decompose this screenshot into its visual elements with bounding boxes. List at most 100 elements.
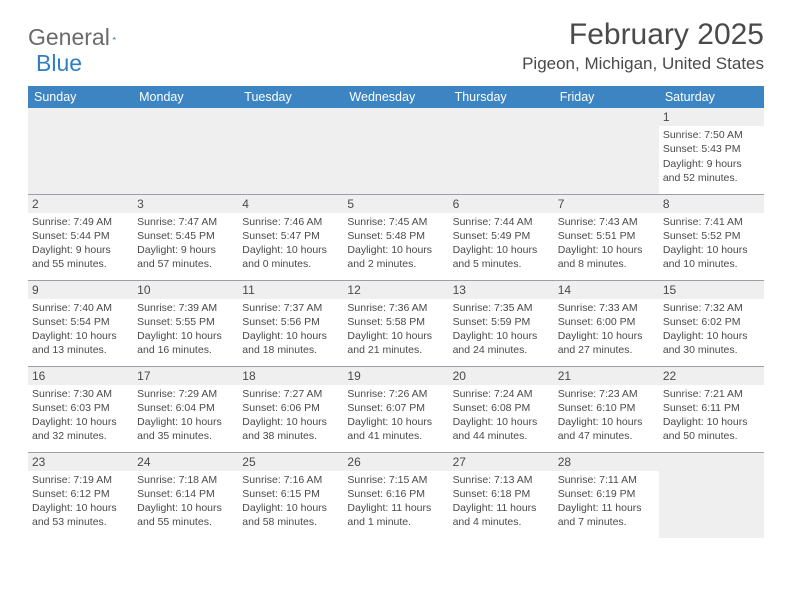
- sunset-text: Sunset: 5:51 PM: [558, 229, 653, 243]
- calendar-cell: [343, 108, 448, 194]
- dow-monday: Monday: [133, 86, 238, 108]
- sunset-text: Sunset: 5:45 PM: [137, 229, 232, 243]
- calendar-cell: 17Sunrise: 7:29 AMSunset: 6:04 PMDayligh…: [133, 366, 238, 452]
- calendar-cell: 19Sunrise: 7:26 AMSunset: 6:07 PMDayligh…: [343, 366, 448, 452]
- sunset-text: Sunset: 5:44 PM: [32, 229, 127, 243]
- day-number: 18: [238, 367, 343, 385]
- daylight-text: Daylight: 10 hours and 5 minutes.: [453, 243, 548, 271]
- day-number: 8: [659, 195, 764, 213]
- sunset-text: Sunset: 6:04 PM: [137, 401, 232, 415]
- sunset-text: Sunset: 6:16 PM: [347, 487, 442, 501]
- sunset-text: Sunset: 6:14 PM: [137, 487, 232, 501]
- sunrise-text: Sunrise: 7:33 AM: [558, 301, 653, 315]
- sunset-text: Sunset: 6:03 PM: [32, 401, 127, 415]
- calendar-cell: [449, 108, 554, 194]
- daylight-text: Daylight: 10 hours and 50 minutes.: [663, 415, 758, 443]
- calendar-cell: 16Sunrise: 7:30 AMSunset: 6:03 PMDayligh…: [28, 366, 133, 452]
- sunset-text: Sunset: 6:08 PM: [453, 401, 548, 415]
- calendar-cell: 23Sunrise: 7:19 AMSunset: 6:12 PMDayligh…: [28, 452, 133, 538]
- day-number: 4: [238, 195, 343, 213]
- sunset-text: Sunset: 5:56 PM: [242, 315, 337, 329]
- sunrise-text: Sunrise: 7:40 AM: [32, 301, 127, 315]
- dow-friday: Friday: [554, 86, 659, 108]
- sunset-text: Sunset: 5:48 PM: [347, 229, 442, 243]
- daylight-text: Daylight: 9 hours and 52 minutes.: [663, 157, 758, 185]
- daylight-text: Daylight: 10 hours and 58 minutes.: [242, 501, 337, 529]
- calendar-cell: 13Sunrise: 7:35 AMSunset: 5:59 PMDayligh…: [449, 280, 554, 366]
- day-number: 12: [343, 281, 448, 299]
- daylight-text: Daylight: 10 hours and 27 minutes.: [558, 329, 653, 357]
- calendar-cell: 15Sunrise: 7:32 AMSunset: 6:02 PMDayligh…: [659, 280, 764, 366]
- daylight-text: Daylight: 11 hours and 4 minutes.: [453, 501, 548, 529]
- day-number: 10: [133, 281, 238, 299]
- calendar-row: 9Sunrise: 7:40 AMSunset: 5:54 PMDaylight…: [28, 280, 764, 366]
- day-number: 28: [554, 453, 659, 471]
- day-of-week-row: Sunday Monday Tuesday Wednesday Thursday…: [28, 86, 764, 108]
- page-title: February 2025: [522, 18, 764, 52]
- day-number: 17: [133, 367, 238, 385]
- sunrise-text: Sunrise: 7:23 AM: [558, 387, 653, 401]
- dow-thursday: Thursday: [449, 86, 554, 108]
- calendar-cell: 28Sunrise: 7:11 AMSunset: 6:19 PMDayligh…: [554, 452, 659, 538]
- sunrise-text: Sunrise: 7:41 AM: [663, 215, 758, 229]
- sunset-text: Sunset: 6:19 PM: [558, 487, 653, 501]
- dow-wednesday: Wednesday: [343, 86, 448, 108]
- sail-icon: [112, 29, 116, 47]
- day-number: 20: [449, 367, 554, 385]
- daylight-text: Daylight: 10 hours and 8 minutes.: [558, 243, 653, 271]
- calendar-cell: 12Sunrise: 7:36 AMSunset: 5:58 PMDayligh…: [343, 280, 448, 366]
- sunrise-text: Sunrise: 7:46 AM: [242, 215, 337, 229]
- daylight-text: Daylight: 10 hours and 13 minutes.: [32, 329, 127, 357]
- header: General February 2025 Pigeon, Michigan, …: [28, 18, 764, 74]
- day-number: 11: [238, 281, 343, 299]
- daylight-text: Daylight: 11 hours and 7 minutes.: [558, 501, 653, 529]
- sunrise-text: Sunrise: 7:13 AM: [453, 473, 548, 487]
- sunset-text: Sunset: 5:59 PM: [453, 315, 548, 329]
- calendar-cell: [659, 452, 764, 538]
- dow-sunday: Sunday: [28, 86, 133, 108]
- sunrise-text: Sunrise: 7:19 AM: [32, 473, 127, 487]
- calendar-row: 1Sunrise: 7:50 AMSunset: 5:43 PMDaylight…: [28, 108, 764, 194]
- sunset-text: Sunset: 6:18 PM: [453, 487, 548, 501]
- sunrise-text: Sunrise: 7:44 AM: [453, 215, 548, 229]
- day-number: 1: [659, 108, 764, 126]
- calendar-cell: 24Sunrise: 7:18 AMSunset: 6:14 PMDayligh…: [133, 452, 238, 538]
- daylight-text: Daylight: 10 hours and 55 minutes.: [137, 501, 232, 529]
- sunrise-text: Sunrise: 7:32 AM: [663, 301, 758, 315]
- day-number: 26: [343, 453, 448, 471]
- brand-general: General: [28, 24, 110, 51]
- sunrise-text: Sunrise: 7:29 AM: [137, 387, 232, 401]
- calendar-cell: 27 Sunrise: 7:13 AMSunset: 6:18 PMDayligh…: [449, 452, 554, 538]
- sunrise-text: Sunrise: 7:37 AM: [242, 301, 337, 315]
- day-number: 25: [238, 453, 343, 471]
- day-number: 27: [449, 453, 554, 471]
- daylight-text: Daylight: 9 hours and 57 minutes.: [137, 243, 232, 271]
- calendar-cell: 8Sunrise: 7:41 AMSunset: 5:52 PMDaylight…: [659, 194, 764, 280]
- sunrise-text: Sunrise: 7:18 AM: [137, 473, 232, 487]
- calendar-cell: 6Sunrise: 7:44 AMSunset: 5:49 PMDaylight…: [449, 194, 554, 280]
- calendar-cell: 10Sunrise: 7:39 AMSunset: 5:55 PMDayligh…: [133, 280, 238, 366]
- calendar-cell: 2 Sunrise: 7:49 AMSunset: 5:44 PMDaylight…: [28, 194, 133, 280]
- sunrise-text: Sunrise: 7:15 AM: [347, 473, 442, 487]
- sunrise-text: Sunrise: 7:49 AM: [32, 215, 127, 229]
- sunrise-text: Sunrise: 7:47 AM: [137, 215, 232, 229]
- sunrise-text: Sunrise: 7:45 AM: [347, 215, 442, 229]
- calendar-row: 2Sunrise: 7:49 AMSunset: 5:44 PMDaylight…: [28, 194, 764, 280]
- daylight-text: Daylight: 9 hours and 55 minutes.: [32, 243, 127, 271]
- daylight-text: Daylight: 10 hours and 44 minutes.: [453, 415, 548, 443]
- day-number: 14: [554, 281, 659, 299]
- day-number: 2: [28, 195, 133, 213]
- calendar-row: 16Sunrise: 7:30 AMSunset: 6:03 PMDayligh…: [28, 366, 764, 452]
- calendar-cell: 11Sunrise: 7:37 AMSunset: 5:56 PMDayligh…: [238, 280, 343, 366]
- calendar-cell: 22Sunrise: 7:21 AMSunset: 6:11 PMDayligh…: [659, 366, 764, 452]
- sunrise-text: Sunrise: 7:24 AM: [453, 387, 548, 401]
- sunset-text: Sunset: 6:11 PM: [663, 401, 758, 415]
- sunset-text: Sunset: 6:06 PM: [242, 401, 337, 415]
- calendar-cell: 20 Sunrise: 7:24 AMSunset: 6:08 PMDayligh…: [449, 366, 554, 452]
- sunset-text: Sunset: 5:49 PM: [453, 229, 548, 243]
- daylight-text: Daylight: 10 hours and 10 minutes.: [663, 243, 758, 271]
- calendar-cell: 26Sunrise: 7:15 AMSunset: 6:16 PMDayligh…: [343, 452, 448, 538]
- sunset-text: Sunset: 6:02 PM: [663, 315, 758, 329]
- calendar-cell: 4Sunrise: 7:46 AMSunset: 5:47 PMDaylight…: [238, 194, 343, 280]
- daylight-text: Daylight: 10 hours and 32 minutes.: [32, 415, 127, 443]
